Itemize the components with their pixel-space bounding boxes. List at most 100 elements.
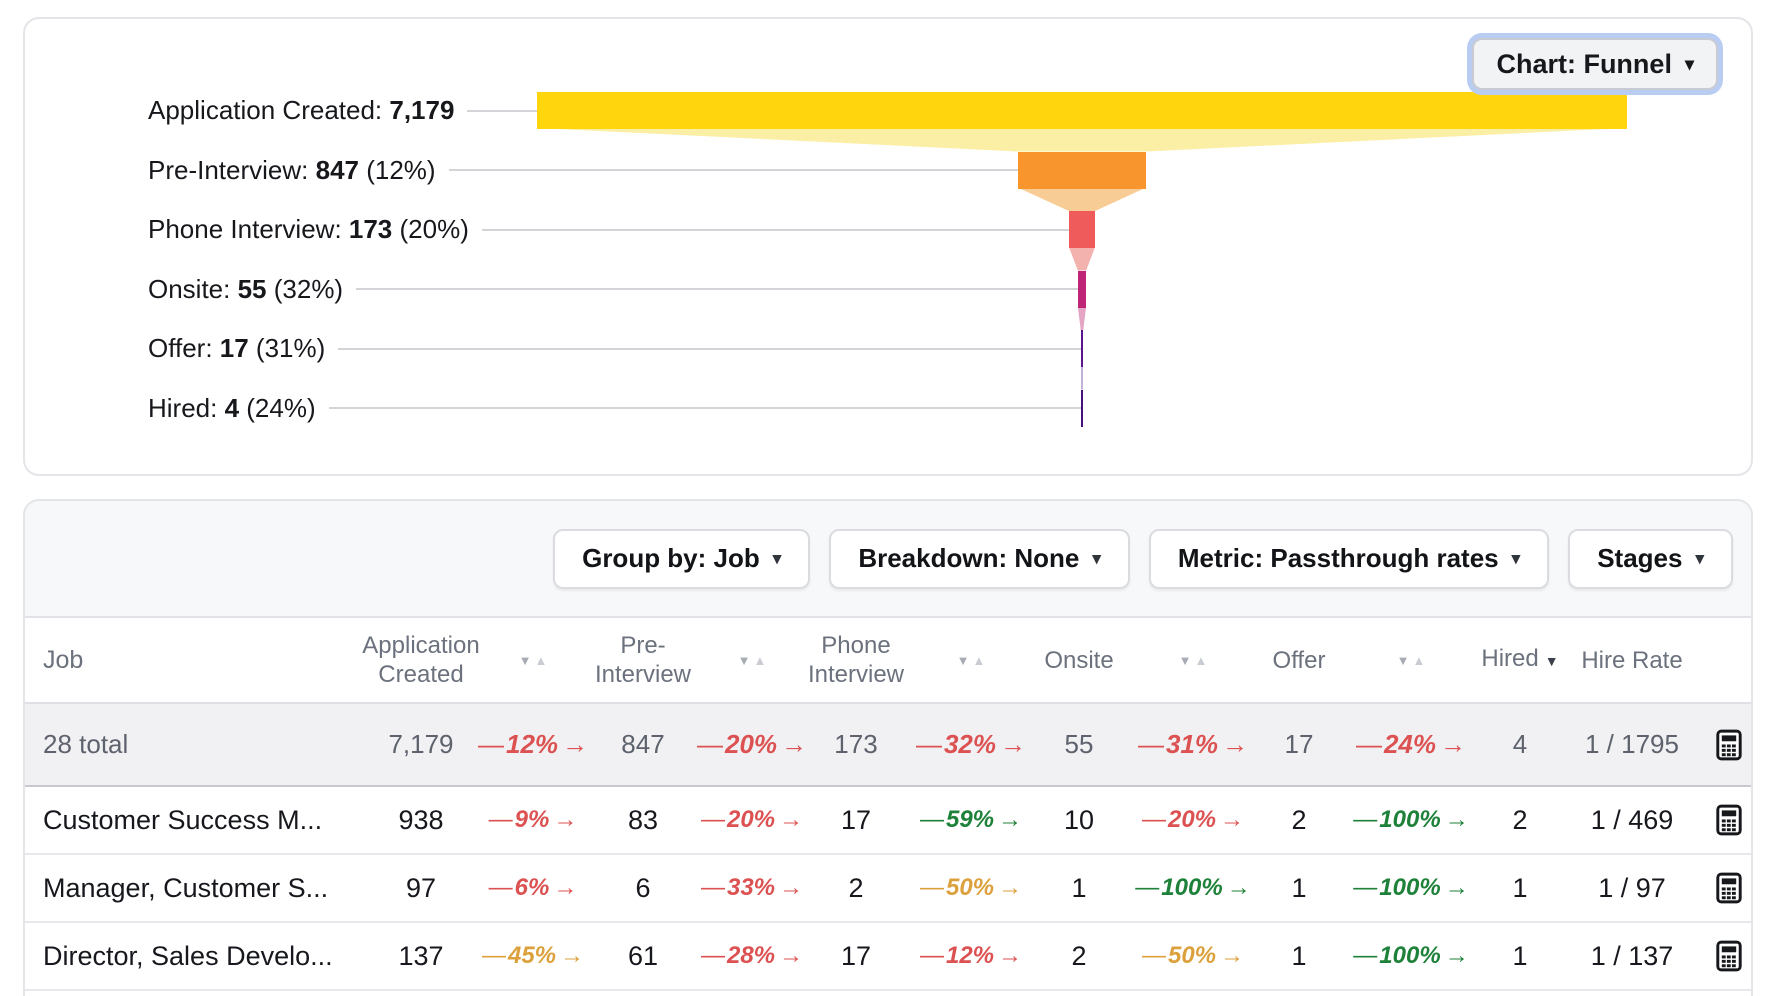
passthrough-percent: 100% — [1161, 874, 1223, 901]
control-button-stages[interactable]: Stages ▾ — [1568, 528, 1733, 589]
passthrough-cell: —9% → — [487, 806, 579, 834]
sort-icons-offer[interactable]: ▼ ▲ — [1343, 646, 1479, 675]
right-arrow-icon: → — [781, 729, 808, 759]
sort-asc-icon[interactable]: ▲ — [534, 652, 548, 668]
passthrough-percent: 45% — [507, 942, 557, 969]
sort-icons-application-created[interactable]: ▼ ▲ — [487, 646, 579, 675]
funnel-bar-hired[interactable] — [1081, 389, 1083, 427]
sort-asc-icon[interactable]: ▲ — [1194, 652, 1208, 668]
passthrough-cell: —59% → — [915, 806, 1027, 834]
sort-desc-icon[interactable]: ▼ — [737, 652, 751, 668]
chart-type-button[interactable]: Chart: Funnel ▾ — [1472, 38, 1718, 90]
table-controls: Group by: Job ▾ Breakdown: None ▾ Metric: Pa… — [25, 501, 1751, 618]
right-arrow-icon: → — [553, 806, 578, 833]
calculator-icon[interactable] — [1713, 872, 1745, 904]
passthrough-percent: 32% — [943, 729, 997, 759]
sort-desc-icon-active[interactable]: ▼ — [1544, 653, 1559, 669]
funnel-stage-label: Hired: 4 (24%) — [148, 392, 316, 423]
passthrough-dash: — — [477, 729, 504, 759]
table-row[interactable]: Director, Sales Develo... 137—45% → 61—28% →… — [25, 923, 1751, 991]
sort-desc-icon[interactable]: ▼ — [956, 652, 970, 668]
passthrough-dash: — — [1353, 942, 1377, 969]
column-header-hire-rate[interactable]: Hire Rate — [1581, 646, 1683, 674]
control-button-group-by[interactable]: Group by: Job ▾ — [553, 528, 811, 589]
control-button-metric[interactable]: Metric: Passthrough rates ▾ — [1148, 528, 1550, 589]
hire-rate-breakdown-button[interactable] — [1703, 804, 1751, 836]
funnel-connector-line — [329, 407, 1081, 409]
calculator-icon[interactable] — [1713, 729, 1745, 761]
value-cell: 2 — [848, 872, 864, 903]
column-header-application-created[interactable]: Application Created — [362, 632, 480, 688]
calculator-icon[interactable] — [1713, 940, 1745, 972]
control-button-breakdown[interactable]: Breakdown: None ▾ — [829, 528, 1130, 589]
sort-desc-icon[interactable]: ▼ — [518, 652, 532, 668]
value-cell: 1 — [1291, 872, 1307, 903]
passthrough-cell: —100% → — [1343, 806, 1479, 834]
column-header-offer[interactable]: Offer — [1272, 646, 1326, 674]
hire-rate-breakdown-button[interactable] — [1703, 940, 1751, 972]
passthrough-dash: — — [919, 874, 944, 901]
passthrough-percent: 20% — [726, 806, 776, 833]
sort-asc-icon[interactable]: ▲ — [972, 652, 986, 668]
passthrough-dash: — — [696, 729, 723, 759]
column-header-hired[interactable]: Hired ▼ — [1481, 645, 1559, 672]
passthrough-cell: —50% → — [915, 874, 1027, 902]
table-body: 28 total 7,179—12% → 847—20% → 173—32% → 55—31%… — [25, 704, 1751, 991]
passthrough-percent: 50% — [945, 874, 995, 901]
funnel-connector-line — [356, 288, 1078, 290]
hire-rate-cell: 1 / 469 — [1590, 804, 1674, 835]
passthrough-cell: —20% → — [701, 806, 803, 834]
right-arrow-icon: → — [560, 942, 585, 969]
passthrough-percent: 59% — [945, 806, 995, 833]
hire-rate-breakdown-button[interactable] — [1703, 729, 1751, 761]
table-row[interactable]: Manager, Customer S... 97—6% → 6—33% → 2—50% →… — [25, 855, 1751, 923]
value-cell: 55 — [1064, 729, 1094, 759]
sort-icons-pre-interview[interactable]: ▼ ▲ — [707, 646, 797, 675]
sort-asc-icon[interactable]: ▲ — [753, 652, 767, 668]
job-cell: Customer Success M... — [43, 804, 323, 835]
passthrough-cell: —100% → — [1131, 874, 1255, 902]
funnel-bar-onsite[interactable] — [1077, 270, 1087, 308]
sort-icons-onsite[interactable]: ▼ ▲ — [1131, 646, 1255, 675]
hire-rate-breakdown-button[interactable] — [1703, 872, 1751, 904]
passthrough-dash: — — [700, 874, 725, 901]
column-header-phone-interview[interactable]: Phone Interview — [807, 632, 905, 688]
sort-icons-phone-interview[interactable]: ▼ ▲ — [915, 646, 1027, 675]
passthrough-dash: — — [700, 806, 725, 833]
column-header-pre-interview[interactable]: Pre-Interview — [594, 632, 692, 688]
chevron-down-icon: ▾ — [1684, 53, 1694, 74]
chevron-down-icon: ▾ — [1511, 548, 1521, 568]
passthrough-dash: — — [1353, 806, 1377, 833]
table-row[interactable]: Customer Success M... 938—9% → 83—20% → 17—59… — [25, 787, 1751, 855]
right-arrow-icon: → — [1444, 806, 1469, 833]
table-row-total[interactable]: 28 total 7,179—12% → 847—20% → 173—32% → 55—31%… — [25, 704, 1751, 787]
passthrough-cell: —12% → — [478, 729, 588, 760]
funnel-stage-label: Phone Interview: 173 (20%) — [148, 214, 469, 244]
column-header-job[interactable]: Job — [43, 645, 84, 674]
sort-desc-icon[interactable]: ▼ — [1396, 652, 1410, 668]
value-cell: 2 — [1291, 804, 1307, 835]
passthrough-percent: 12% — [945, 942, 995, 969]
sort-asc-icon[interactable]: ▲ — [1412, 652, 1426, 668]
passthrough-percent: 9% — [514, 806, 550, 833]
column-header-onsite[interactable]: Onsite — [1044, 646, 1114, 674]
funnel-bar-application-created[interactable] — [537, 92, 1627, 129]
right-arrow-icon: → — [553, 874, 578, 901]
funnel-bar-offer[interactable] — [1080, 330, 1084, 367]
passthrough-dash: — — [1355, 729, 1382, 759]
funnel-connector — [1068, 247, 1096, 271]
passthrough-dash: — — [1141, 806, 1166, 833]
right-arrow-icon: → — [1222, 729, 1249, 759]
table-card: Group by: Job ▾ Breakdown: None ▾ Metric: Pa… — [23, 499, 1753, 996]
passthrough-percent: 100% — [1379, 806, 1441, 833]
passthrough-dash: — — [481, 942, 506, 969]
right-arrow-icon: → — [779, 806, 804, 833]
calculator-icon[interactable] — [1713, 804, 1745, 836]
passthrough-cell: —33% → — [701, 874, 803, 902]
value-cell: 1 — [1512, 940, 1528, 971]
sort-desc-icon[interactable]: ▼ — [1178, 652, 1192, 668]
passthrough-cell: —45% → — [482, 942, 584, 970]
funnel-bar-phone-interview[interactable] — [1068, 211, 1096, 248]
funnel-stage-label: Offer: 17 (31%) — [148, 333, 326, 363]
funnel-bar-pre-interview[interactable] — [1017, 151, 1147, 189]
